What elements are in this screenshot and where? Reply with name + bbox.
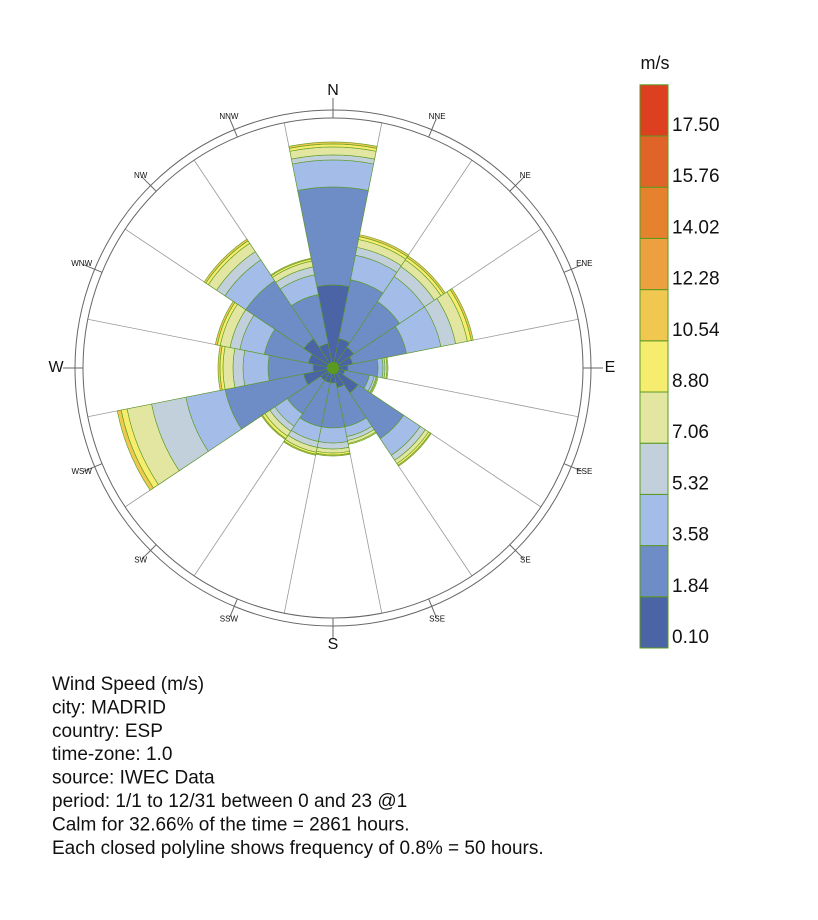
direction-label: N: [327, 82, 339, 99]
speed-segment: [116, 409, 154, 491]
direction-label: NNE: [429, 112, 446, 121]
note-line: source: IWEC Data: [52, 768, 215, 789]
direction-label: S: [328, 636, 339, 653]
legend-swatch: [639, 493, 669, 547]
speed-segment: [203, 238, 249, 284]
legend-label: 8.80: [672, 371, 709, 392]
legend-title: m/s: [641, 53, 670, 73]
speed-segment: [318, 426, 348, 444]
speed-segment: [449, 288, 474, 341]
direction-tick: [563, 264, 583, 273]
note-line: country: ESP: [52, 721, 163, 742]
direction-tick: [141, 544, 157, 560]
speed-segment: [385, 356, 389, 380]
direction-label: SE: [520, 555, 531, 564]
legend-label: 7.06: [672, 422, 709, 443]
speed-segment: [358, 234, 409, 257]
legend-swatch: [639, 340, 669, 393]
direction-label: WNW: [71, 259, 92, 268]
note-line: Wind Speed (m/s): [52, 674, 204, 695]
legend-swatch: [639, 289, 669, 342]
direction-tick: [83, 463, 103, 472]
legend-label: 1.84: [672, 576, 709, 597]
speed-segment: [222, 346, 236, 390]
speed-segment: [232, 348, 246, 388]
note-line: Calm for 32.66% of the time = 2861 hours…: [52, 814, 410, 835]
speed-segment: [376, 357, 384, 379]
legend-label: 10.54: [672, 320, 720, 341]
legend-swatch: [639, 237, 669, 291]
direction-tick: [229, 598, 238, 618]
note-line: city: MADRID: [52, 697, 166, 718]
legend-label: 5.32: [672, 473, 709, 494]
direction-label: E: [605, 359, 616, 376]
legend-label: 15.76: [672, 166, 720, 187]
rose: [87, 122, 579, 614]
direction-label: W: [48, 359, 64, 376]
direction-tick: [428, 118, 437, 138]
legend-label: 3.58: [672, 525, 709, 546]
legend-label: 12.28: [672, 269, 720, 290]
legend-swatch: [639, 84, 669, 137]
legend-swatch: [639, 391, 669, 444]
speed-segment: [292, 159, 374, 191]
legend-label: 17.50: [672, 115, 720, 136]
direction-label: ESE: [576, 467, 592, 476]
direction-label: NNW: [219, 112, 239, 121]
legend-label: 0.10: [672, 627, 709, 648]
direction-tick: [563, 463, 583, 472]
direction-label: WSW: [71, 467, 92, 476]
legend-swatch: [639, 596, 669, 649]
direction-tick: [509, 544, 525, 560]
speed-segment: [288, 141, 378, 149]
direction-label: SSE: [429, 614, 445, 623]
direction-tick: [141, 176, 157, 192]
legend-label: 14.02: [672, 217, 720, 238]
direction-label: SSW: [220, 614, 239, 623]
speed-segment: [397, 432, 432, 467]
speed-segment: [242, 350, 270, 386]
direction-label: ENE: [576, 259, 592, 268]
direction-label: SW: [134, 555, 147, 564]
speed-segment: [283, 440, 317, 456]
note-line: Each closed polyline shows frequency of …: [52, 838, 544, 859]
direction-tick: [428, 598, 437, 618]
legend-swatch: [639, 186, 669, 239]
speed-segment: [270, 257, 312, 277]
direction-tick: [83, 264, 103, 273]
note-line: time-zone: 1.0: [52, 744, 172, 765]
note-line: period: 1/1 to 12/31 between 0 and 23 @1: [52, 791, 407, 812]
legend-swatch: [639, 135, 669, 188]
direction-label: NE: [520, 171, 531, 180]
calm-center: [327, 362, 339, 374]
direction-label: NW: [134, 171, 148, 180]
direction-tick: [229, 118, 238, 138]
legend-swatch: [639, 442, 669, 495]
legend-swatch: [639, 545, 669, 598]
direction-tick: [509, 176, 525, 192]
